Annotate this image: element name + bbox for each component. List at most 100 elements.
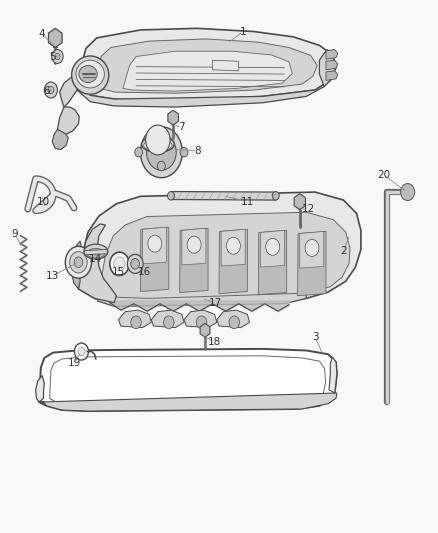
- Circle shape: [70, 252, 87, 273]
- Text: 3: 3: [312, 332, 318, 342]
- Polygon shape: [100, 212, 350, 298]
- Polygon shape: [123, 51, 292, 91]
- Ellipse shape: [167, 191, 174, 200]
- Circle shape: [52, 50, 63, 63]
- Polygon shape: [180, 228, 208, 293]
- Polygon shape: [221, 229, 245, 266]
- Ellipse shape: [72, 56, 109, 94]
- Circle shape: [147, 134, 176, 170]
- Text: 5: 5: [49, 52, 56, 61]
- Circle shape: [131, 316, 141, 329]
- Circle shape: [229, 316, 240, 329]
- Circle shape: [180, 148, 188, 157]
- Polygon shape: [39, 393, 337, 411]
- Circle shape: [110, 252, 129, 276]
- Ellipse shape: [84, 244, 108, 259]
- Polygon shape: [71, 241, 83, 289]
- Polygon shape: [212, 60, 239, 71]
- Circle shape: [74, 257, 83, 268]
- Circle shape: [401, 183, 415, 200]
- Polygon shape: [78, 224, 117, 303]
- Polygon shape: [77, 80, 330, 107]
- Text: 10: 10: [37, 197, 50, 207]
- Polygon shape: [171, 191, 276, 200]
- Polygon shape: [297, 231, 326, 296]
- Text: 14: 14: [89, 254, 102, 263]
- Text: 20: 20: [378, 170, 391, 180]
- Circle shape: [196, 316, 207, 329]
- Circle shape: [48, 86, 54, 94]
- Polygon shape: [77, 28, 336, 101]
- Polygon shape: [35, 375, 44, 402]
- Polygon shape: [184, 310, 217, 328]
- Ellipse shape: [76, 60, 104, 88]
- Polygon shape: [57, 107, 79, 135]
- Text: 4: 4: [39, 29, 46, 39]
- Ellipse shape: [87, 248, 105, 258]
- Polygon shape: [326, 60, 338, 70]
- Polygon shape: [300, 231, 324, 268]
- Text: 15: 15: [112, 267, 125, 277]
- Circle shape: [78, 348, 85, 356]
- Circle shape: [146, 125, 170, 155]
- Polygon shape: [119, 310, 151, 328]
- Text: 19: 19: [67, 358, 81, 368]
- Polygon shape: [326, 71, 338, 80]
- Polygon shape: [49, 28, 62, 47]
- Text: 17: 17: [209, 297, 222, 308]
- Polygon shape: [261, 230, 285, 267]
- Polygon shape: [60, 76, 77, 107]
- Polygon shape: [294, 193, 305, 209]
- Text: 7: 7: [179, 122, 185, 132]
- Text: 9: 9: [11, 229, 18, 239]
- Circle shape: [135, 148, 143, 157]
- Circle shape: [148, 235, 162, 252]
- Text: 1: 1: [240, 27, 246, 37]
- Circle shape: [157, 134, 165, 143]
- Polygon shape: [219, 229, 247, 294]
- Text: 2: 2: [340, 246, 347, 255]
- Circle shape: [305, 239, 319, 256]
- Circle shape: [65, 246, 92, 278]
- Polygon shape: [319, 50, 336, 87]
- Ellipse shape: [141, 136, 174, 152]
- Polygon shape: [168, 110, 178, 125]
- Circle shape: [157, 161, 165, 171]
- Polygon shape: [182, 228, 206, 265]
- Circle shape: [266, 238, 280, 255]
- Circle shape: [131, 259, 140, 269]
- Polygon shape: [78, 192, 361, 304]
- Polygon shape: [151, 310, 184, 328]
- Text: 18: 18: [208, 337, 221, 347]
- Polygon shape: [98, 281, 306, 306]
- Text: 8: 8: [194, 146, 201, 156]
- Text: 13: 13: [46, 271, 59, 281]
- Ellipse shape: [79, 66, 97, 83]
- Circle shape: [163, 316, 174, 329]
- Circle shape: [141, 127, 182, 177]
- Polygon shape: [95, 39, 317, 93]
- Circle shape: [74, 343, 88, 360]
- Polygon shape: [143, 227, 166, 264]
- Polygon shape: [200, 324, 210, 337]
- Circle shape: [44, 82, 57, 98]
- Polygon shape: [258, 230, 287, 295]
- Ellipse shape: [144, 140, 172, 151]
- Text: 16: 16: [138, 267, 152, 277]
- Polygon shape: [329, 357, 337, 393]
- Circle shape: [114, 257, 125, 271]
- Polygon shape: [217, 310, 250, 328]
- Polygon shape: [141, 227, 169, 292]
- Circle shape: [187, 236, 201, 253]
- Circle shape: [55, 53, 60, 60]
- Circle shape: [127, 254, 143, 273]
- Circle shape: [226, 237, 240, 254]
- Polygon shape: [49, 356, 325, 406]
- Text: 11: 11: [241, 197, 254, 207]
- Polygon shape: [52, 130, 68, 150]
- Ellipse shape: [272, 191, 279, 200]
- Polygon shape: [39, 349, 337, 411]
- Text: 6: 6: [43, 86, 50, 96]
- Polygon shape: [85, 249, 107, 255]
- Polygon shape: [326, 50, 338, 59]
